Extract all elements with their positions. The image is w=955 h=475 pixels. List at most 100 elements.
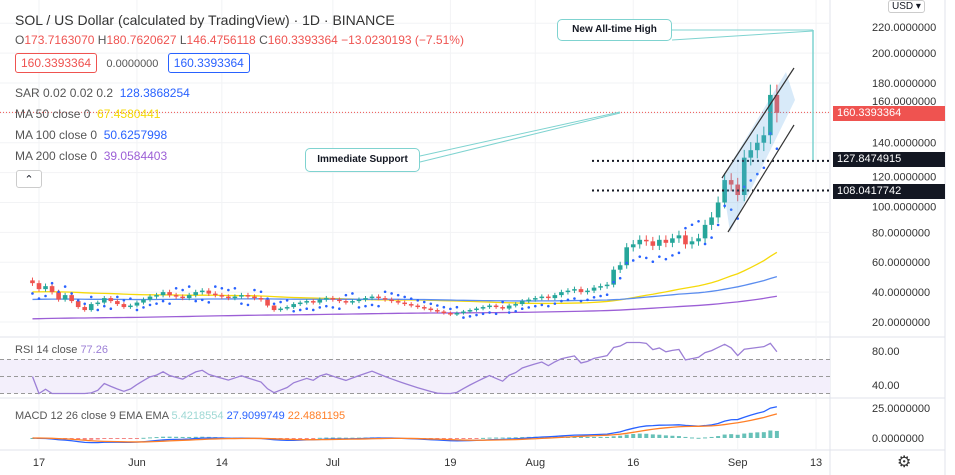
time-tick-label: 13 xyxy=(810,457,822,469)
sar-dot xyxy=(246,303,250,307)
macd-histogram-bar xyxy=(716,436,721,438)
sar-dot xyxy=(560,299,563,303)
sar-dot xyxy=(540,303,544,307)
macd-histogram-bar xyxy=(161,436,166,438)
macd-histogram-bar xyxy=(187,436,192,438)
candle xyxy=(30,280,35,284)
sar-dot xyxy=(729,208,733,211)
macd-tick-label: 25.0000000 xyxy=(872,403,930,415)
sar-dot xyxy=(409,297,413,300)
sar-dot xyxy=(723,204,726,208)
macd-histogram-bar xyxy=(774,430,779,438)
sar-dot xyxy=(390,292,393,295)
macd-tick-label: 0.0000000 xyxy=(872,433,924,445)
macd-histogram-bar xyxy=(141,437,146,439)
sar-dot xyxy=(181,288,184,292)
candle xyxy=(702,224,708,239)
candle xyxy=(728,180,734,185)
macd-histogram-bar xyxy=(742,433,747,438)
sell-button[interactable]: 160.3393364 xyxy=(15,53,98,73)
ohlc-readout: O173.7163070 H180.7620627 L146.4756118 C… xyxy=(15,33,464,47)
candle xyxy=(630,244,636,248)
candle xyxy=(428,308,434,311)
candle xyxy=(213,293,218,296)
sar-dot xyxy=(573,297,576,300)
sar-dot xyxy=(155,302,158,305)
sar-dot xyxy=(161,299,165,303)
candle xyxy=(369,296,375,299)
channel-lower-line xyxy=(727,124,795,233)
sar-dot xyxy=(775,147,779,150)
sar-dot xyxy=(370,303,374,307)
time-tick-label: 17 xyxy=(33,457,45,469)
candle xyxy=(128,305,133,308)
currency-select[interactable]: USD ▾ xyxy=(888,0,925,13)
chevron-up-icon[interactable]: ⌃ xyxy=(16,170,42,188)
macd-histogram-bar xyxy=(585,436,590,438)
macd-histogram-bar xyxy=(598,436,603,438)
sar-dot xyxy=(220,287,224,290)
rsi-line xyxy=(31,341,778,395)
sar-dot xyxy=(475,313,478,317)
sar-dot xyxy=(116,295,119,299)
price-tick-label: 220.0000000 xyxy=(872,22,936,34)
candle xyxy=(474,308,479,311)
candle xyxy=(454,313,460,315)
candle xyxy=(578,289,584,293)
macd-histogram-bar xyxy=(481,437,486,439)
macd-histogram-bar xyxy=(134,438,139,439)
sar-dot xyxy=(103,304,106,308)
sar-dot xyxy=(586,298,589,302)
annotation-support[interactable]: Immediate Support xyxy=(305,148,420,172)
candle xyxy=(421,307,427,309)
price-tick-label: 40.0000000 xyxy=(872,287,930,299)
price-tick-label: 120.0000000 xyxy=(872,172,936,184)
annotation-ath[interactable]: New All-time High xyxy=(557,19,672,41)
macd-histogram-bar xyxy=(644,433,649,438)
macd-histogram-bar xyxy=(298,438,303,439)
buy-button[interactable]: 160.3393364 xyxy=(167,53,250,73)
sar-dot xyxy=(756,172,759,176)
candle xyxy=(252,296,257,299)
sar-dot xyxy=(703,242,707,246)
gear-icon[interactable]: ⚙ xyxy=(897,454,912,471)
candle xyxy=(415,305,421,308)
sar-dot xyxy=(240,302,243,305)
candle xyxy=(676,235,682,239)
candle xyxy=(226,296,231,299)
macd-histogram-bar xyxy=(95,438,100,440)
sar-dot xyxy=(383,290,387,294)
sar-dot xyxy=(357,306,361,309)
sar-dot xyxy=(742,185,746,189)
macd-histogram-bar xyxy=(729,434,734,438)
macd-histogram-bar xyxy=(748,432,753,438)
candle xyxy=(49,286,55,293)
candle xyxy=(755,142,760,151)
sar-dot xyxy=(690,223,694,227)
rsi-tick-label: 40.00 xyxy=(872,380,900,392)
rsi-tick-label: 80.00 xyxy=(872,346,900,358)
sar-dot xyxy=(769,132,772,135)
macd-histogram-bar xyxy=(115,438,120,439)
sar-dot xyxy=(631,259,635,262)
sar-dot xyxy=(305,307,309,311)
candle xyxy=(722,180,727,203)
candle xyxy=(160,292,166,296)
candle xyxy=(441,311,447,314)
macd-histogram-bar xyxy=(618,435,623,438)
macd-histogram-bar xyxy=(709,436,714,438)
sar-dot xyxy=(233,287,237,290)
sar-dot xyxy=(579,299,583,303)
sar-dot xyxy=(168,302,171,305)
macd-histogram-bar xyxy=(154,437,159,439)
sar-dot xyxy=(266,297,269,300)
macd-histogram-bar xyxy=(578,436,583,438)
candle xyxy=(526,299,532,302)
candle xyxy=(363,298,368,300)
macd-histogram-bar xyxy=(670,435,675,438)
candle xyxy=(487,305,492,308)
candle xyxy=(88,304,94,311)
candle xyxy=(395,301,401,303)
last-price-label: 160.3393364 xyxy=(833,106,945,121)
